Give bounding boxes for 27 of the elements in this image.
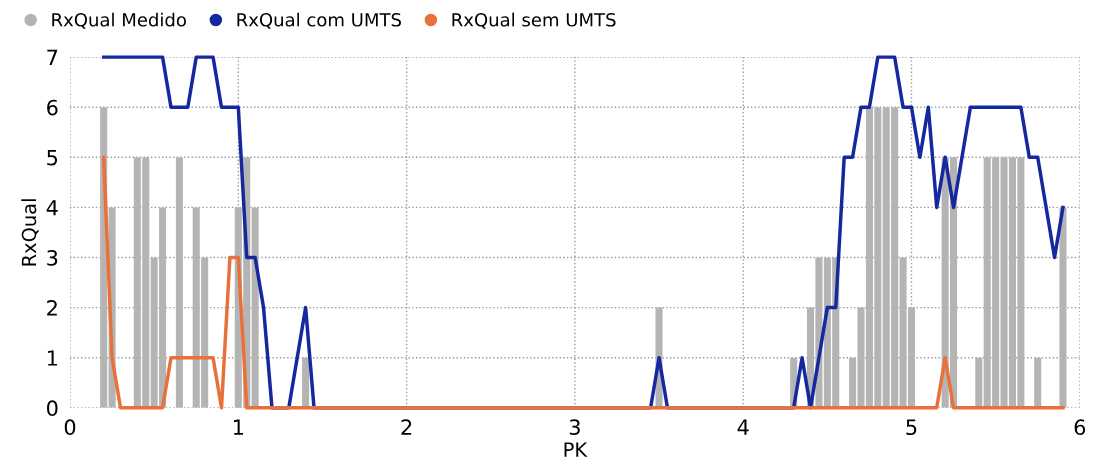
legend-label: RxQual sem UMTS bbox=[452, 12, 616, 29]
bar bbox=[251, 207, 259, 408]
x-tick-label: 1 bbox=[233, 419, 244, 435]
bar bbox=[1059, 207, 1067, 408]
x-tick-label: 6 bbox=[1074, 419, 1086, 436]
legend-label: RxQual com UMTS bbox=[237, 12, 401, 29]
bar bbox=[175, 157, 183, 408]
y-tick-label: 5 bbox=[47, 150, 58, 166]
line-series bbox=[101, 155, 1065, 410]
y-axis-title: RxQual bbox=[21, 199, 39, 266]
x-tick-label: 4 bbox=[737, 419, 749, 435]
y-tick-label: 2 bbox=[47, 300, 57, 316]
legend-label: RxQual Medido bbox=[52, 12, 186, 29]
x-tick-label: 2 bbox=[401, 419, 412, 435]
x-axis-title: PK bbox=[564, 442, 588, 457]
y-tick-label: 4 bbox=[46, 200, 58, 216]
bar bbox=[302, 357, 310, 408]
y-tick-label: 1 bbox=[47, 350, 57, 366]
y-tick-label: 3 bbox=[47, 249, 58, 266]
x-tick-label: 0 bbox=[64, 419, 76, 436]
y-tick-label: 0 bbox=[47, 400, 58, 417]
bar bbox=[1034, 357, 1042, 408]
y-tick-label: 6 bbox=[47, 99, 58, 116]
y-tick-label: 7 bbox=[47, 49, 58, 66]
bar bbox=[975, 357, 983, 408]
x-tick-label: 3 bbox=[569, 419, 580, 436]
x-tick-label: 5 bbox=[906, 419, 917, 436]
